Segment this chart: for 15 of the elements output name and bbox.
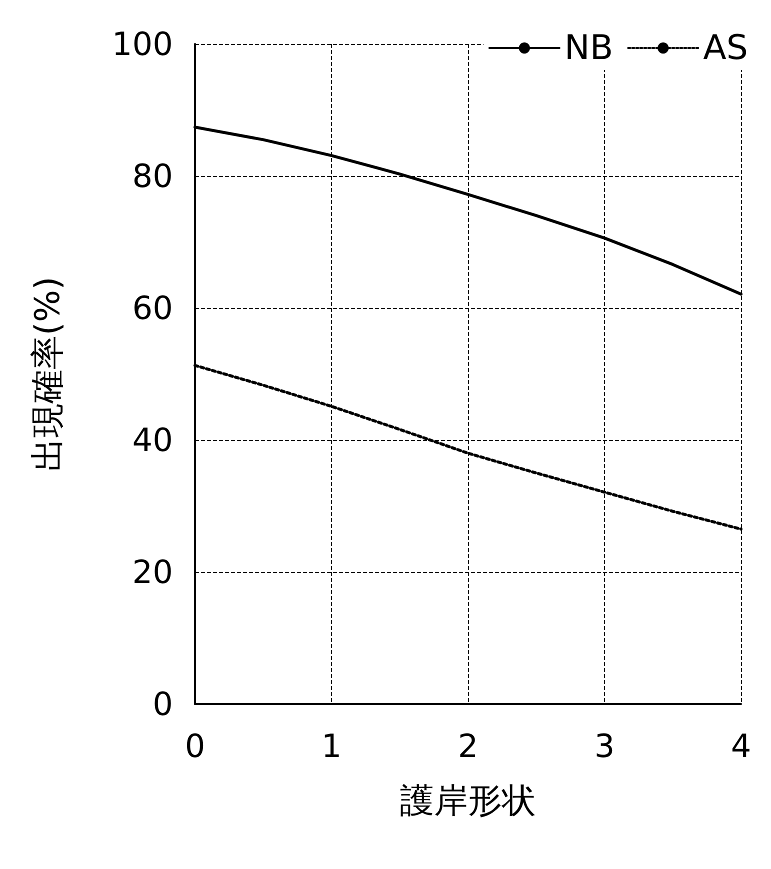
x-tick-label: 0: [184, 727, 206, 765]
y-tick-label: 80: [132, 157, 173, 195]
x-tick-label: 1: [321, 727, 342, 765]
y-tick-label: 20: [132, 553, 173, 591]
x-tick-label: 4: [730, 727, 752, 765]
x-axis-title: 護岸形状: [400, 781, 536, 821]
legend-label: NB: [564, 28, 614, 68]
y-tick-label: 60: [132, 289, 173, 327]
y-tick-label: 0: [152, 685, 173, 723]
y-tick-label: 100: [112, 25, 173, 63]
legend-label: AS: [703, 28, 748, 68]
y-tick-label: 40: [132, 421, 173, 459]
x-tick-label: 3: [594, 727, 615, 765]
y-axis-title: 出現確率(%): [28, 276, 68, 472]
x-tick-label: 2: [458, 727, 478, 765]
